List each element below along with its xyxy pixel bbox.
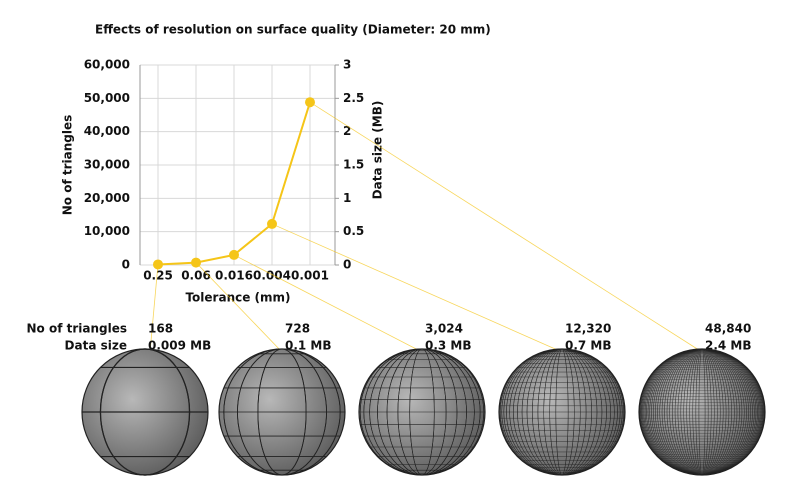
triangle-count: 168	[148, 322, 173, 336]
sphere	[82, 349, 208, 475]
data-point	[191, 258, 201, 268]
connector	[272, 224, 562, 352]
connector	[310, 102, 702, 352]
y-tick-label: 60,000	[84, 58, 130, 72]
y2-tick-label: 1	[343, 191, 351, 205]
row-label: No of triangles	[27, 322, 128, 336]
y2-tick-label: 2.5	[343, 91, 364, 105]
x-tick-label: 0.06	[181, 269, 211, 283]
x-tick-label: 0.001	[291, 269, 329, 283]
sphere	[219, 349, 345, 475]
data-point	[305, 97, 315, 107]
y2-tick-label: 0.5	[343, 224, 364, 238]
row-label: Data size	[65, 339, 127, 353]
y-tick-label: 50,000	[84, 91, 130, 105]
sphere	[639, 349, 765, 475]
sphere	[359, 349, 485, 475]
y-axis-title: No of triangles	[61, 115, 75, 216]
sphere	[499, 349, 625, 475]
triangle-count: 48,840	[705, 322, 751, 336]
triangle-count: 728	[285, 322, 310, 336]
y-tick-label: 40,000	[84, 124, 130, 138]
data-point	[267, 219, 277, 229]
y2-tick-label: 0	[343, 258, 351, 272]
y-tick-label: 20,000	[84, 191, 130, 205]
y2-tick-label: 3	[343, 58, 351, 72]
x-axis-title: Tolerance (mm)	[185, 291, 290, 305]
triangle-count: 12,320	[565, 322, 611, 336]
y-tick-label: 0	[122, 258, 130, 272]
y2-tick-label: 1.5	[343, 158, 364, 172]
chart-title: Effects of resolution on surface quality…	[95, 23, 491, 37]
y2-axis-title: Data size (MB)	[371, 101, 385, 200]
y-tick-label: 30,000	[84, 158, 130, 172]
x-tick-label: 0.25	[143, 269, 173, 283]
triangle-count: 3,024	[425, 322, 463, 336]
chart: Effects of resolution on surface quality…	[0, 0, 789, 491]
x-tick-label: 0.016	[215, 269, 253, 283]
y-tick-label: 10,000	[84, 224, 130, 238]
x-tick-label: 0.004	[253, 269, 291, 283]
data-point	[153, 259, 163, 269]
data-point	[229, 250, 239, 260]
